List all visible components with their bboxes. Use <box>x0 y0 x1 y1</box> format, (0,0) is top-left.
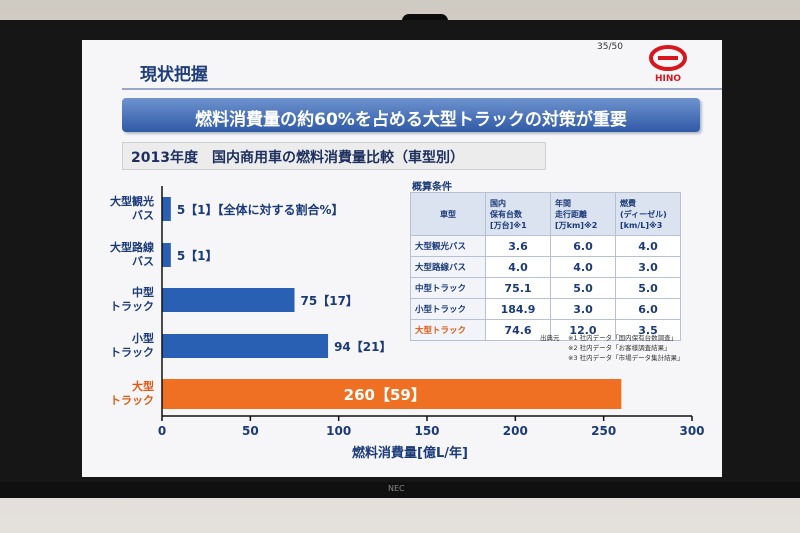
table-row-label: 大型路線バス <box>410 256 486 278</box>
table-row: 大型観光バス 3.6 6.0 4.0 <box>410 235 681 257</box>
x-tick-label: 0 <box>157 424 167 438</box>
category-label-line: 中型 <box>132 286 154 299</box>
chart-bar <box>162 197 171 221</box>
chart-bar <box>162 243 171 267</box>
table-cell: 4.0 <box>485 256 551 278</box>
data-label: 260【59】 <box>343 386 426 404</box>
page-number: 35/50 <box>597 42 623 52</box>
category-label: 小型 トラック <box>82 332 154 360</box>
table-cell: 12.0 <box>550 319 616 341</box>
source-note-2: ※2 社内データ「お客様調査結果」 <box>568 344 671 352</box>
data-label: 5【1】【全体に対する割合%】 <box>176 203 344 217</box>
table-row-label: 大型観光バス <box>410 235 486 257</box>
table-cell: 5.0 <box>550 277 616 299</box>
conditions-heading: 概算条件 <box>412 182 452 193</box>
category-label: 大型路線 バス <box>82 241 154 269</box>
category-label-line: トラック <box>110 394 154 407</box>
chart-bar <box>162 288 295 312</box>
table-row: 大型トラック 74.6 12.0 3.5 <box>410 319 681 341</box>
table-cell: 3.0 <box>550 298 616 320</box>
table-row-label: 大型トラック <box>410 319 486 341</box>
bar-chart <box>161 186 693 421</box>
source-note-3: ※3 社内データ「市場データ集計結果」 <box>568 354 684 362</box>
data-label: 75【17】 <box>300 294 358 308</box>
table-cell: 3.0 <box>615 256 681 278</box>
category-label-line: 大型観光 <box>110 195 154 208</box>
monitor-brand: NEC <box>388 484 405 493</box>
table-row: 大型路線バス 4.0 4.0 3.0 <box>410 256 681 278</box>
table-header-cell: 車型 <box>410 192 486 236</box>
table-cell: 75.1 <box>485 277 551 299</box>
x-tick-label: 200 <box>502 424 528 438</box>
conditions-table: 車型 国内 保有台数 [万台]※1 年間 走行距離 [万km]※2 燃費 (ディ… <box>410 192 681 341</box>
x-tick-label: 50 <box>241 424 259 438</box>
hino-logo: HINO <box>649 45 687 84</box>
table-row: 中型トラック 75.1 5.0 5.0 <box>410 277 681 299</box>
table-cell: 5.0 <box>615 277 681 299</box>
category-label-line: 大型路線 <box>110 241 154 254</box>
source-label: 出典元 <box>540 334 560 342</box>
table-header-row: 車型 国内 保有台数 [万台]※1 年間 走行距離 [万km]※2 燃費 (ディ… <box>410 192 681 236</box>
table-cell: 3.6 <box>485 235 551 257</box>
table-header-cell: 国内 保有台数 [万台]※1 <box>485 192 551 236</box>
table-header-cell: 年間 走行距離 [万km]※2 <box>550 192 616 236</box>
category-label-line: トラック <box>110 346 154 359</box>
x-tick-label: 100 <box>326 424 352 438</box>
category-label-line: バス <box>132 255 154 268</box>
table-header-cell: 燃費 (ディーゼル) [km/L]※3 <box>615 192 681 236</box>
table-cell: 6.0 <box>550 235 616 257</box>
banner-text: 燃料消費量の約60%を占める大型トラックの対策が重要 <box>195 110 627 130</box>
table-cell: 3.5 <box>615 319 681 341</box>
key-message-banner: 燃料消費量の約60%を占める大型トラックの対策が重要 <box>122 98 700 132</box>
chart-subtitle-box: 2013年度 国内商用車の燃料消費量比較（車型別） <box>122 142 546 170</box>
slide-header-title: 現状把握 <box>140 65 208 85</box>
category-label: 中型 トラック <box>82 286 154 314</box>
table-row-label: 小型トラック <box>410 298 486 320</box>
table-cell: 6.0 <box>615 298 681 320</box>
data-label: 94【21】 <box>334 340 392 354</box>
table-cell: 4.0 <box>550 256 616 278</box>
monitor-chin <box>0 482 800 498</box>
x-tick-label: 300 <box>679 424 705 438</box>
x-tick-label: 250 <box>591 424 617 438</box>
category-label-line: トラック <box>110 300 154 313</box>
table-row-label: 中型トラック <box>410 277 486 299</box>
category-label: 大型 トラック <box>82 380 154 408</box>
header-divider <box>122 88 722 90</box>
presentation-slide: 35/50 現状把握 HINO 燃料消費量の約60%を占める大型トラックの対策が… <box>82 40 722 477</box>
category-label-line: 大型 <box>132 380 154 393</box>
table-cell: 184.9 <box>485 298 551 320</box>
x-tick-label: 150 <box>414 424 440 438</box>
table-row: 小型トラック 184.9 3.0 6.0 <box>410 298 681 320</box>
category-label: 大型観光 バス <box>82 195 154 223</box>
category-label-line: バス <box>132 209 154 222</box>
category-label-line: 小型 <box>132 332 154 345</box>
table-cell: 4.0 <box>615 235 681 257</box>
chart-bar <box>162 379 622 409</box>
source-note-1: ※1 社内データ「国内保有台数調査」 <box>568 334 678 342</box>
data-label: 5【1】 <box>176 249 218 263</box>
svg-text:HINO: HINO <box>655 74 681 84</box>
table-cell: 74.6 <box>485 319 551 341</box>
x-axis-label: 燃料消費量[億L/年] <box>352 446 468 461</box>
chart-bar <box>162 334 329 358</box>
chart-subtitle: 2013年度 国内商用車の燃料消費量比較（車型別） <box>131 150 464 166</box>
